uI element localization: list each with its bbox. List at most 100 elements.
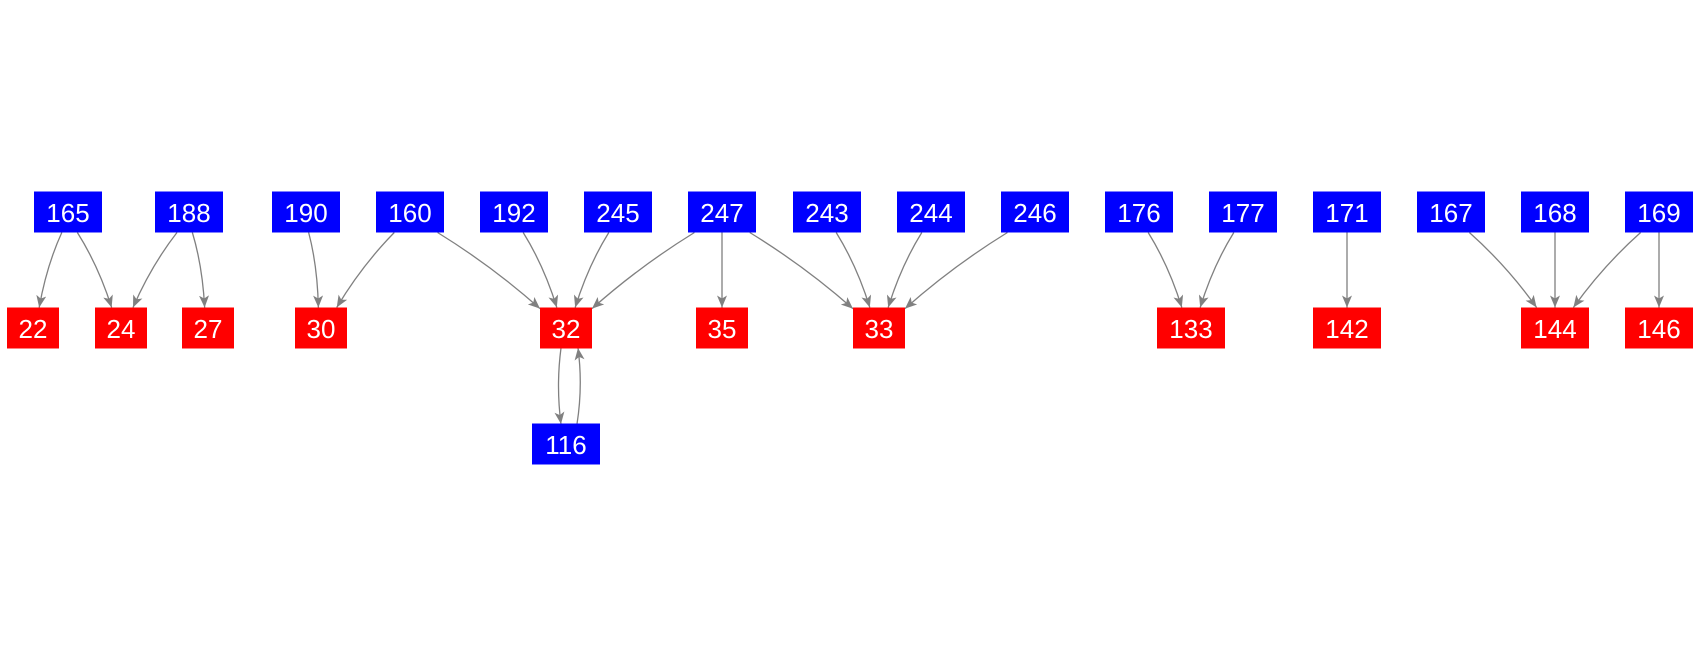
node-177[interactable]: 177 <box>1209 191 1277 233</box>
node-label: 146 <box>1637 314 1680 344</box>
node-171[interactable]: 171 <box>1313 191 1381 233</box>
node-label: 165 <box>46 198 89 228</box>
node-label: 190 <box>284 198 327 228</box>
node-label: 247 <box>700 198 743 228</box>
node-label: 171 <box>1325 198 1368 228</box>
edge-165-to-24 <box>76 232 113 308</box>
node-22[interactable]: 22 <box>7 307 59 349</box>
node-244[interactable]: 244 <box>897 191 965 233</box>
node-144[interactable]: 144 <box>1521 307 1589 349</box>
node-box <box>1105 191 1173 233</box>
node-165[interactable]: 165 <box>34 191 102 233</box>
node-247[interactable]: 247 <box>688 191 756 233</box>
node-246[interactable]: 246 <box>1001 191 1069 233</box>
node-box <box>1313 191 1381 233</box>
node-box <box>1313 307 1381 349</box>
node-box <box>1209 191 1277 233</box>
node-label: 32 <box>552 314 581 344</box>
edge-190-to-30 <box>308 232 324 308</box>
nodes-layer: 165 188 190 160 192 245 247 243 244 246 176 177 171 1… <box>7 191 1693 465</box>
node-label: 160 <box>388 198 431 228</box>
node-label: 142 <box>1325 314 1368 344</box>
node-label: 243 <box>805 198 848 228</box>
node-box <box>853 307 905 349</box>
edge-246-to-33 <box>904 231 1008 310</box>
node-box <box>272 191 340 233</box>
node-243[interactable]: 243 <box>793 191 861 233</box>
node-box <box>480 191 548 233</box>
node-label: 27 <box>194 314 223 344</box>
edge-160-to-32 <box>437 231 541 310</box>
node-176[interactable]: 176 <box>1105 191 1173 233</box>
node-146[interactable]: 146 <box>1625 307 1693 349</box>
node-label: 167 <box>1429 198 1472 228</box>
node-box <box>584 191 652 233</box>
node-box <box>1521 307 1589 349</box>
node-245[interactable]: 245 <box>584 191 652 233</box>
edge-32-to-116 <box>554 347 565 425</box>
edge-244-to-33 <box>886 232 923 308</box>
node-label: 116 <box>545 430 586 460</box>
node-label: 24 <box>107 314 136 344</box>
edge-247-to-32 <box>591 231 695 310</box>
node-160[interactable]: 160 <box>376 191 444 233</box>
node-32[interactable]: 32 <box>540 307 592 349</box>
edge-176-to-133 <box>1147 232 1184 308</box>
node-192[interactable]: 192 <box>480 191 548 233</box>
node-label: 35 <box>708 314 737 344</box>
node-box <box>688 191 756 233</box>
node-116[interactable]: 116 <box>532 423 600 465</box>
node-box <box>1001 191 1069 233</box>
node-box <box>34 191 102 233</box>
edge-192-to-32 <box>522 232 559 308</box>
edge-165-to-22 <box>36 232 63 308</box>
edge-188-to-27 <box>191 232 210 308</box>
node-190[interactable]: 190 <box>272 191 340 233</box>
node-label: 192 <box>492 198 535 228</box>
edge-160-to-30 <box>336 232 395 308</box>
node-label: 176 <box>1117 198 1160 228</box>
node-label: 144 <box>1533 314 1576 344</box>
edges-layer <box>36 231 1664 425</box>
node-box <box>532 423 600 465</box>
node-box <box>1417 191 1485 233</box>
node-box <box>182 307 234 349</box>
node-box <box>295 307 347 349</box>
edge-245-to-32 <box>573 232 610 308</box>
edge-247-to-33 <box>749 231 854 310</box>
node-142[interactable]: 142 <box>1313 307 1381 349</box>
node-box <box>897 191 965 233</box>
edge-177-to-133 <box>1198 232 1235 308</box>
node-label: 168 <box>1533 198 1576 228</box>
node-188[interactable]: 188 <box>155 191 223 233</box>
node-168[interactable]: 168 <box>1521 191 1589 233</box>
node-33[interactable]: 33 <box>853 307 905 349</box>
node-169[interactable]: 169 <box>1625 191 1693 233</box>
node-box <box>1625 191 1693 233</box>
edge-188-to-24 <box>132 232 178 308</box>
node-24[interactable]: 24 <box>95 307 147 349</box>
node-label: 246 <box>1013 198 1056 228</box>
node-35[interactable]: 35 <box>696 307 748 349</box>
node-label: 177 <box>1221 198 1264 228</box>
node-30[interactable]: 30 <box>295 307 347 349</box>
node-167[interactable]: 167 <box>1417 191 1485 233</box>
node-label: 30 <box>307 314 336 344</box>
edge-116-to-32 <box>574 347 585 425</box>
node-label: 169 <box>1637 198 1680 228</box>
node-133[interactable]: 133 <box>1157 307 1225 349</box>
node-box <box>540 307 592 349</box>
node-label: 188 <box>167 198 210 228</box>
edge-167-to-144 <box>1468 232 1538 308</box>
node-box <box>793 191 861 233</box>
node-label: 22 <box>19 314 48 344</box>
node-label: 244 <box>909 198 952 228</box>
node-box <box>1521 191 1589 233</box>
node-box <box>1625 307 1693 349</box>
node-27[interactable]: 27 <box>182 307 234 349</box>
node-box <box>376 191 444 233</box>
edge-169-to-144 <box>1572 232 1642 308</box>
edge-243-to-33 <box>835 232 872 308</box>
node-label: 33 <box>865 314 894 344</box>
